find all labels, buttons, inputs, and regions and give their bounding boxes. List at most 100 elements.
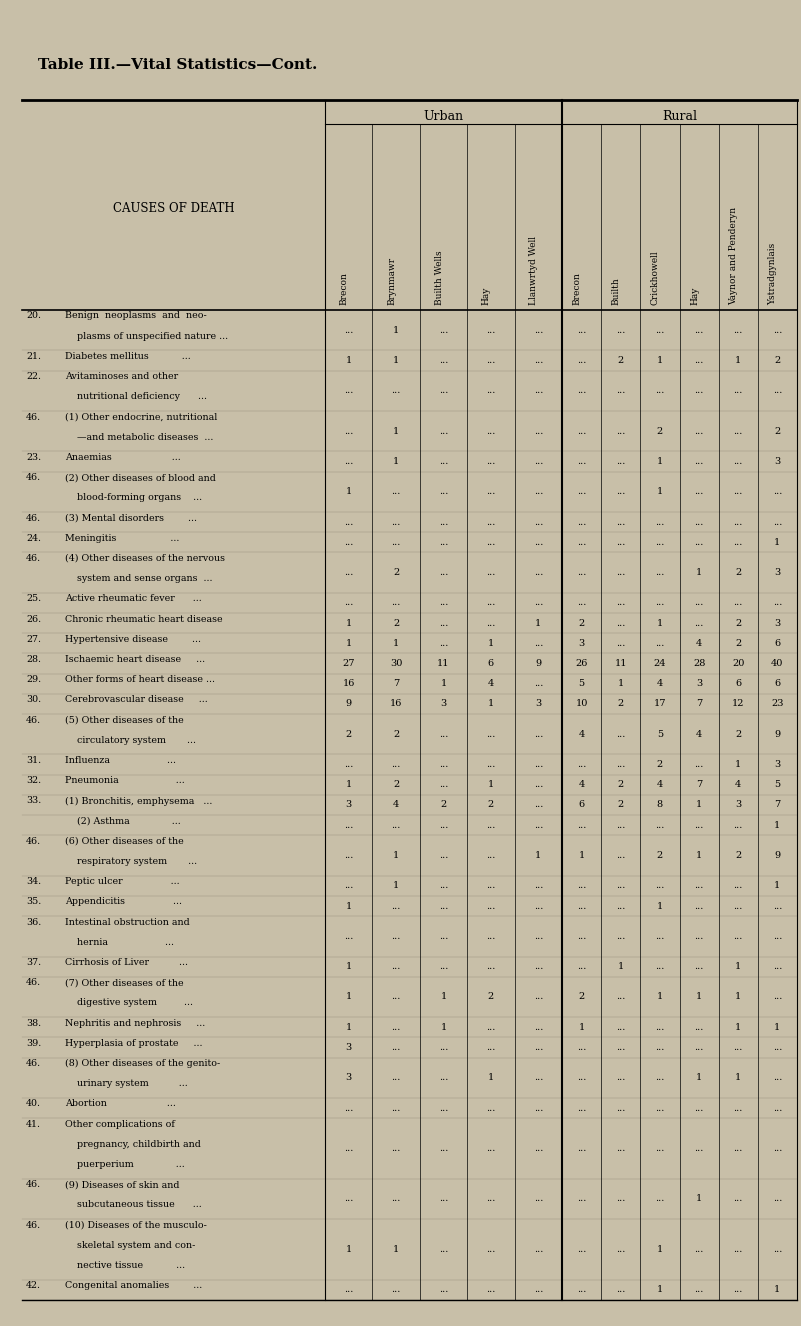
Text: 27: 27 [343,659,355,668]
Text: ...: ... [734,902,743,911]
Text: 1: 1 [441,992,447,1001]
Text: Intestinal obstruction and: Intestinal obstruction and [65,918,190,927]
Text: 2: 2 [393,780,399,789]
Text: ...: ... [616,1073,626,1082]
Text: ...: ... [486,619,496,627]
Text: ...: ... [533,729,543,739]
Text: ...: ... [616,639,626,648]
Text: ...: ... [773,1144,782,1154]
Text: 46.: 46. [26,513,41,522]
Text: ...: ... [577,517,586,526]
Text: 46.: 46. [26,979,41,988]
Text: 8: 8 [657,801,663,809]
Text: ...: ... [533,1245,543,1254]
Text: ...: ... [486,729,496,739]
Text: Brecon: Brecon [340,272,348,305]
Text: ...: ... [616,1144,626,1154]
Text: 7: 7 [696,780,702,789]
Text: Builth: Builth [612,277,621,305]
Text: 9: 9 [346,700,352,708]
Text: ...: ... [773,963,782,971]
Text: ...: ... [577,1195,586,1204]
Text: 1: 1 [393,457,399,465]
Text: 1: 1 [345,780,352,789]
Text: ...: ... [486,1022,496,1032]
Text: ...: ... [577,821,586,830]
Text: 1: 1 [696,801,702,809]
Text: ...: ... [439,457,449,465]
Text: ...: ... [486,538,496,546]
Text: ...: ... [616,760,626,769]
Text: ...: ... [694,538,704,546]
Text: (10) Diseases of the musculo-: (10) Diseases of the musculo- [65,1221,207,1229]
Text: ...: ... [533,1022,543,1032]
Text: 1: 1 [696,568,702,577]
Text: 2: 2 [578,992,585,1001]
Text: ...: ... [533,1044,543,1052]
Text: 5: 5 [578,679,585,688]
Text: ...: ... [392,760,400,769]
Text: ...: ... [486,1245,496,1254]
Text: 2: 2 [618,780,624,789]
Text: ...: ... [533,1144,543,1154]
Text: 41.: 41. [26,1119,41,1128]
Text: Table III.—Vital Statistics—Cont.: Table III.—Vital Statistics—Cont. [38,58,317,72]
Text: Hypertensive disease        ...: Hypertensive disease ... [65,635,201,643]
Text: ...: ... [694,457,704,465]
Text: 3: 3 [735,801,742,809]
Text: ...: ... [344,517,353,526]
Text: ...: ... [486,1103,496,1113]
Text: ...: ... [486,1195,496,1204]
Text: ...: ... [655,1022,665,1032]
Text: 1: 1 [696,851,702,861]
Text: ...: ... [533,963,543,971]
Text: 1: 1 [393,882,399,890]
Text: ...: ... [533,355,543,365]
Text: ...: ... [577,1245,586,1254]
Text: ...: ... [616,851,626,861]
Text: Active rheumatic fever      ...: Active rheumatic fever ... [65,594,202,603]
Text: ...: ... [392,538,400,546]
Text: 26: 26 [575,659,588,668]
Text: ...: ... [533,386,543,395]
Text: 2: 2 [735,639,742,648]
Text: ...: ... [344,457,353,465]
Text: hernia                   ...: hernia ... [65,937,174,947]
Text: 1: 1 [441,679,447,688]
Text: ...: ... [344,851,353,861]
Text: ...: ... [486,598,496,607]
Text: ...: ... [694,355,704,365]
Text: ...: ... [773,1195,782,1204]
Text: ...: ... [439,619,449,627]
Text: ...: ... [577,963,586,971]
Text: ...: ... [439,1103,449,1113]
Text: 1: 1 [618,963,624,971]
Text: ...: ... [439,639,449,648]
Text: ...: ... [486,1285,496,1294]
Text: 23: 23 [771,700,783,708]
Text: ...: ... [734,1144,743,1154]
Text: ...: ... [577,902,586,911]
Text: ...: ... [694,326,704,334]
Text: ...: ... [392,1103,400,1113]
Text: ...: ... [439,780,449,789]
Text: 1: 1 [657,1285,663,1294]
Text: Diabetes mellitus           ...: Diabetes mellitus ... [65,351,191,361]
Text: ...: ... [734,517,743,526]
Text: 3: 3 [696,679,702,688]
Text: 3: 3 [345,1073,352,1082]
Text: ...: ... [577,427,586,436]
Text: 3: 3 [345,1044,352,1052]
Text: ...: ... [344,538,353,546]
Text: ...: ... [655,386,665,395]
Text: ...: ... [734,386,743,395]
Text: ...: ... [344,1285,353,1294]
Text: 4: 4 [657,679,663,688]
Text: ...: ... [439,902,449,911]
Text: ...: ... [486,355,496,365]
Text: ...: ... [533,1285,543,1294]
Text: ...: ... [486,963,496,971]
Text: pregnancy, childbirth and: pregnancy, childbirth and [65,1140,201,1148]
Text: 11: 11 [437,659,449,668]
Text: 40: 40 [771,659,783,668]
